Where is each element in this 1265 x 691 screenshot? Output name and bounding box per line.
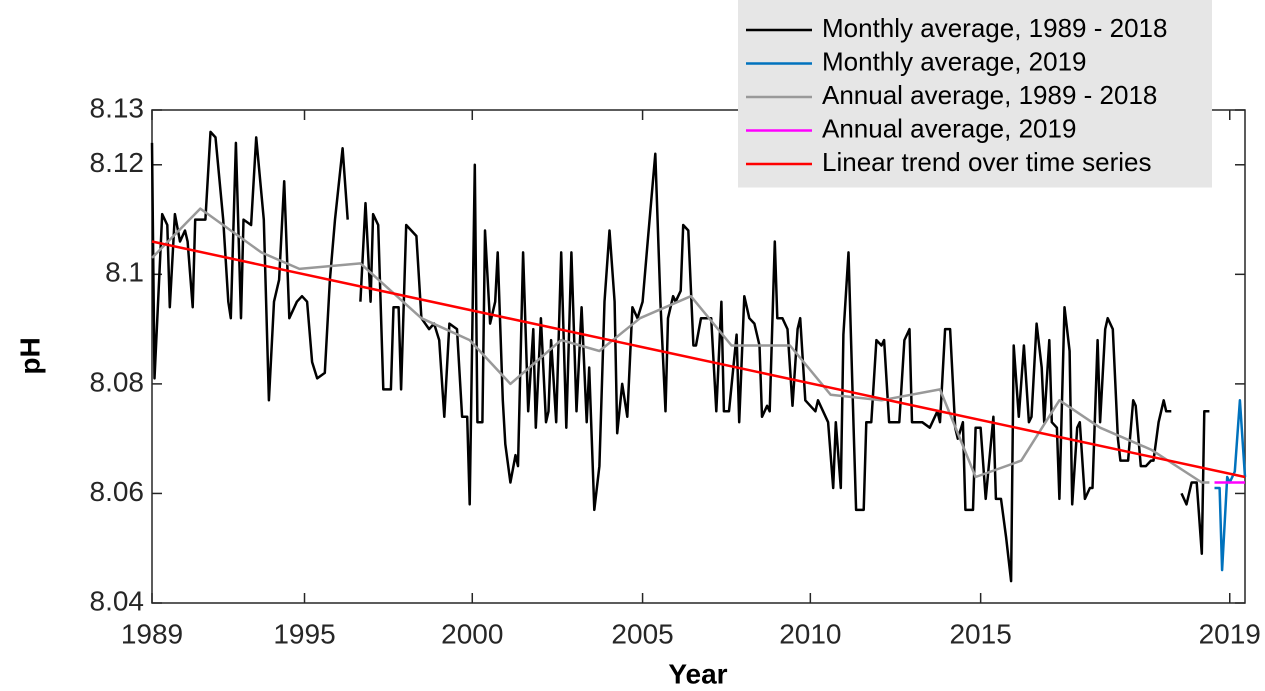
legend-box: [738, 0, 1212, 188]
x-tick-label: 2000: [441, 618, 503, 649]
x-tick-label: 2010: [779, 618, 841, 649]
y-tick-label: 8.1: [105, 257, 144, 288]
series-line: [1214, 399, 1247, 572]
x-tick-label: 2019: [1199, 618, 1261, 649]
legend-label: Linear trend over time series: [822, 147, 1151, 177]
y-tick-label: 8.06: [90, 476, 145, 507]
series-line: [151, 207, 1210, 484]
y-axis-title: pH: [14, 337, 45, 374]
x-tick-label: 2005: [611, 618, 673, 649]
legend-label: Monthly average, 1989 - 2018: [822, 13, 1167, 43]
series-line: [151, 240, 1246, 479]
y-tick-label: 8.04: [90, 585, 145, 616]
x-tick-label: 1989: [121, 618, 183, 649]
x-axis-title: Year: [668, 658, 727, 689]
legend-label: Annual average, 2019: [822, 113, 1076, 143]
legend-label: Monthly average, 2019: [822, 46, 1087, 76]
y-tick-label: 8.13: [90, 92, 145, 123]
x-tick-label: 1995: [273, 618, 335, 649]
series-line: [150, 130, 1210, 583]
legend-label: Annual average, 1989 - 2018: [822, 80, 1157, 110]
x-tick-label: 2015: [949, 618, 1011, 649]
y-tick-label: 8.08: [90, 366, 145, 397]
y-tick-label: 8.12: [90, 147, 145, 178]
